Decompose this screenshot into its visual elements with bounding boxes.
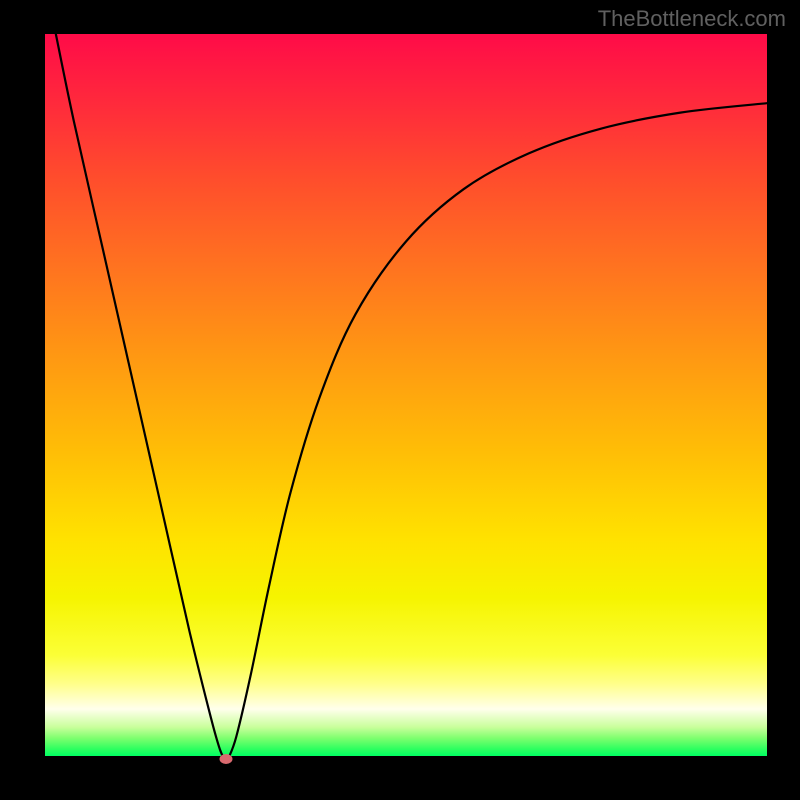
bottleneck-curve [45, 34, 767, 762]
minimum-marker [220, 754, 233, 764]
chart-plot-area [42, 34, 767, 762]
watermark-text: TheBottleneck.com [598, 6, 786, 32]
